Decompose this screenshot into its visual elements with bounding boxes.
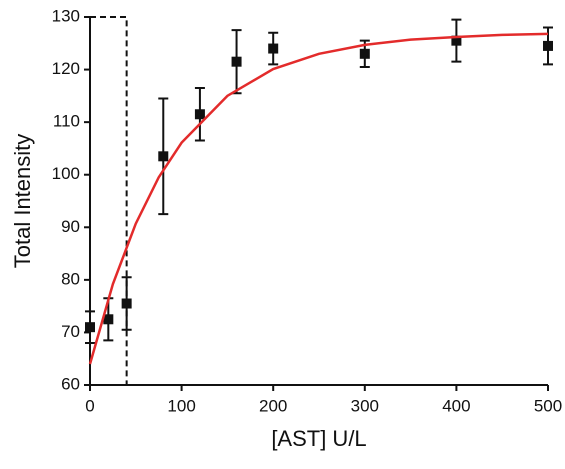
- y-tick-label: 90: [61, 217, 80, 236]
- data-point: [121, 298, 132, 309]
- y-axis-label: Total Intensity: [10, 134, 35, 269]
- data-point: [451, 35, 462, 46]
- y-tick-label: 70: [61, 322, 80, 341]
- y-tick-label: 60: [61, 374, 80, 393]
- data-point: [359, 48, 370, 59]
- data-point: [194, 109, 205, 120]
- data-point: [103, 314, 114, 325]
- data-point: [85, 322, 95, 333]
- x-tick-label: 500: [534, 396, 562, 415]
- y-tick-label: 110: [53, 112, 80, 131]
- x-tick-label: 200: [259, 396, 287, 415]
- fit-curve: [88, 32, 549, 365]
- y-tick-label: 130: [52, 6, 80, 25]
- x-tick-label: 100: [167, 396, 195, 415]
- x-tick-label: 0: [85, 396, 94, 415]
- data-point: [158, 151, 169, 162]
- data-point: [231, 56, 242, 67]
- y-tick-label: 80: [61, 269, 80, 288]
- x-axis-label: [AST] U/L: [271, 426, 366, 451]
- data-point: [543, 40, 553, 51]
- x-tick-label: 300: [351, 396, 379, 415]
- y-tick-label: 120: [52, 59, 80, 78]
- x-tick-label: 400: [442, 396, 470, 415]
- y-tick-label: 100: [52, 164, 80, 183]
- data-point: [268, 43, 279, 54]
